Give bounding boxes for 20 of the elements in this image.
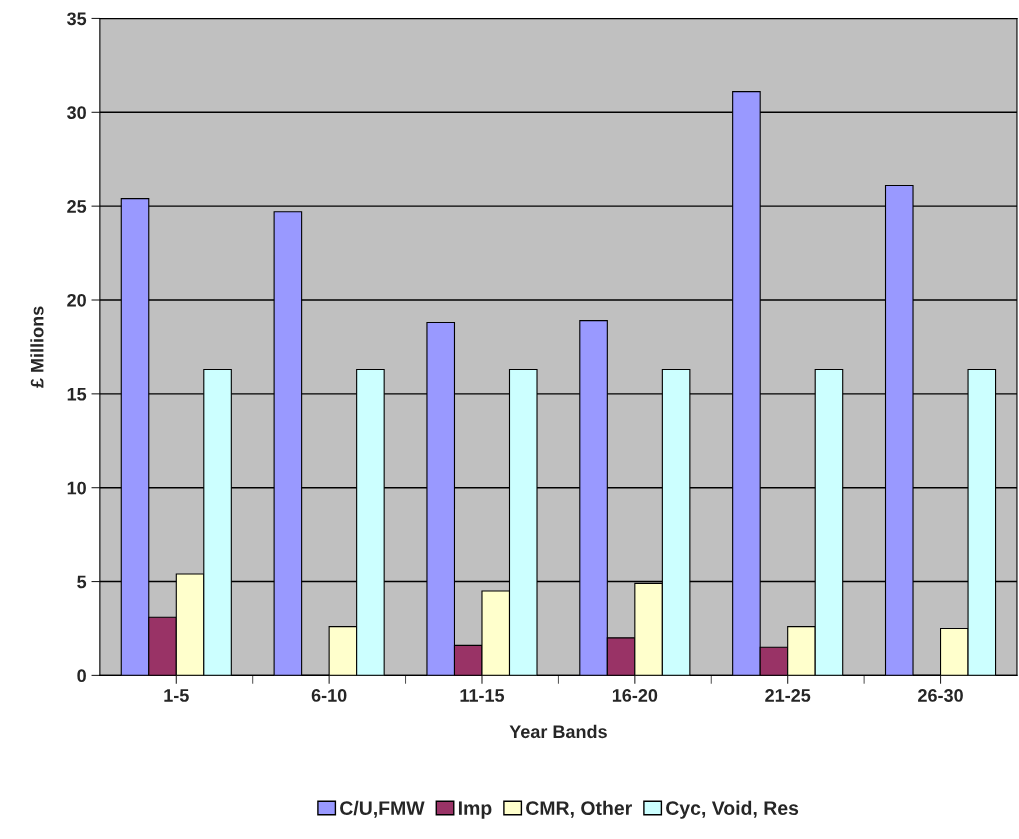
y-tick-label: 5 [77,575,87,589]
legend-label: CMR, Other [526,800,632,818]
x-tick-label: 6-10 [311,689,347,702]
legend-label: Cyc, Void, Res [666,800,799,819]
y-tick-label: 30 [67,106,86,120]
x-tick-label: 26-30 [918,689,963,702]
y-tick-label: 25 [67,200,87,213]
x-tick-label: 11-15 [460,689,505,702]
x-tick-label: 16-20 [612,689,658,702]
x-tick-label: 21-25 [765,689,811,702]
y-tick-label: 10 [67,481,86,495]
y-tick-label: 35 [67,12,87,26]
x-tick-label: 1-5 [164,689,189,702]
y-tick-label: 15 [67,387,87,401]
legend-label: Imp [458,801,492,819]
y-tick-label: 20 [67,293,86,307]
legend-label: C/U,FMW [340,800,425,818]
x-axis-title: Year Bands [509,724,607,739]
y-axis-title: £ Millions [30,306,44,388]
y-tick-label: 0 [77,669,86,683]
